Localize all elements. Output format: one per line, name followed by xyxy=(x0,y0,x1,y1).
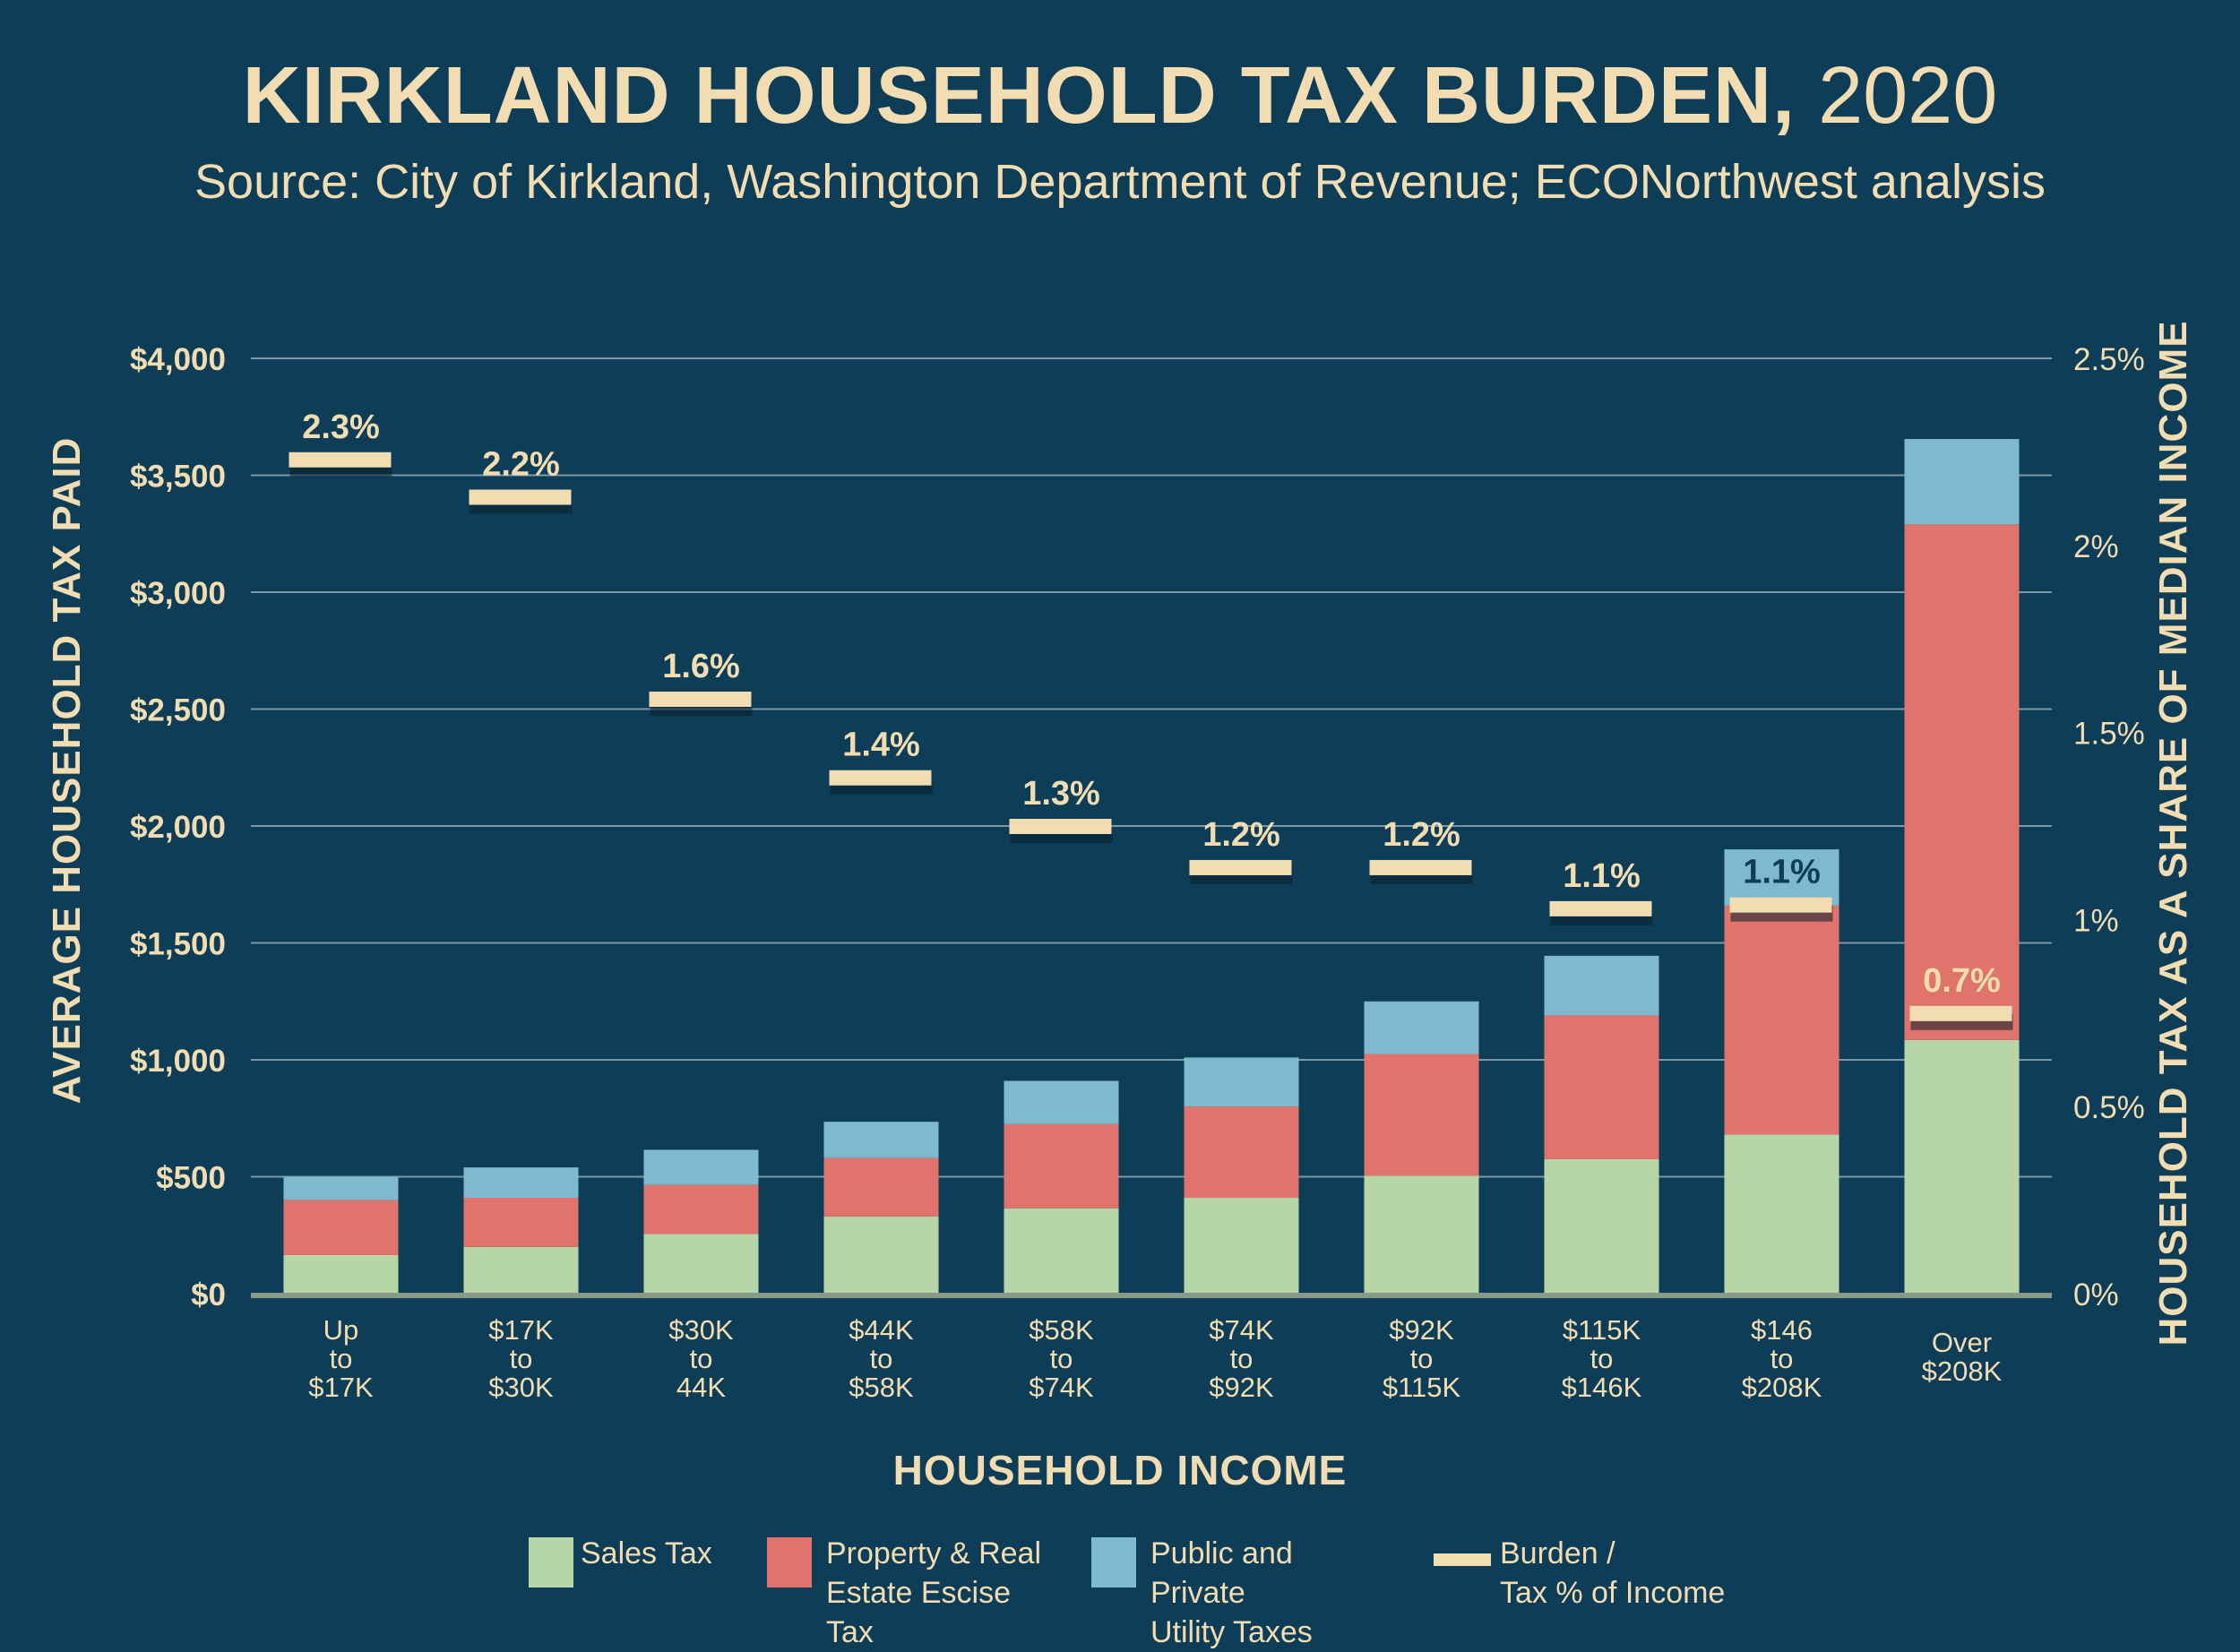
legend-label-property-tax: Property & Real Estate Escise Tax xyxy=(826,1536,1041,1649)
legend-swatch-property-tax xyxy=(767,1537,812,1587)
legend-label-burden: Burden / Tax % of Income xyxy=(1500,1536,1726,1610)
burden-label: 1.1% xyxy=(1563,857,1641,895)
x-tick-label: $58K to $74K xyxy=(1029,1314,1094,1403)
bar-property-tax xyxy=(1184,1106,1299,1198)
y2-tick-label: 0% xyxy=(2073,1278,2119,1312)
y2-tick-label: 2.5% xyxy=(2073,342,2145,377)
burden-marker xyxy=(829,770,932,786)
burden-marker xyxy=(1729,897,1832,913)
y-tick-label: $1,500 xyxy=(130,927,226,962)
burden-marker xyxy=(1009,819,1112,834)
bar-property-tax xyxy=(1364,1054,1479,1176)
burden-marker xyxy=(469,489,572,505)
bar-sales-tax xyxy=(643,1234,759,1294)
x-tick-label: $17K to $30K xyxy=(488,1314,554,1403)
x-tick-label: $146 to $208K xyxy=(1742,1314,1822,1403)
bar-utility-taxes xyxy=(463,1167,579,1198)
bar-property-tax xyxy=(1544,1015,1659,1159)
y-tick-label: $2,000 xyxy=(130,810,226,845)
burden-marker xyxy=(289,452,392,468)
bar-sales-tax xyxy=(1184,1197,1299,1294)
legend-item-sales-tax: Sales Tax xyxy=(529,1534,744,1632)
x-tick-label: $92K to $115K xyxy=(1383,1314,1461,1403)
y-tick-label: $2,500 xyxy=(130,693,226,728)
bar-utility-taxes xyxy=(1184,1057,1299,1107)
x-tick-label: $30K to 44K xyxy=(668,1314,734,1403)
bar-sales-tax xyxy=(1004,1208,1119,1294)
y-tick-label: $4,000 xyxy=(130,342,226,377)
y-axis-title: AVERAGE HOUSEHOLD TAX PAID xyxy=(45,436,89,1105)
burden-label: 1.2% xyxy=(1383,816,1460,854)
burden-marker xyxy=(1909,1005,2012,1021)
x-tick-label: Over $208K xyxy=(1922,1327,2003,1387)
y2-tick-label: 1.5% xyxy=(2073,717,2145,752)
burden-marker xyxy=(1189,859,1292,875)
burden-label: 0.7% xyxy=(1923,962,2001,1000)
bar-property-tax xyxy=(1004,1123,1119,1209)
bar-utility-taxes xyxy=(1724,849,1839,906)
legend-label-utility-taxes: Public and Private Utility Taxes xyxy=(1150,1536,1313,1649)
bar-property-tax xyxy=(643,1184,759,1235)
bar-sales-tax xyxy=(283,1254,399,1294)
bar-sales-tax xyxy=(823,1216,939,1294)
burden-marker xyxy=(1369,859,1472,875)
y-tick-label: $3,500 xyxy=(130,460,226,495)
burden-label: 1.4% xyxy=(842,727,920,764)
burden-label: 1.3% xyxy=(1022,775,1100,813)
legend-swatch-burden xyxy=(1434,1553,1491,1566)
bar-utility-taxes xyxy=(823,1122,939,1158)
bar-property-tax xyxy=(283,1200,399,1255)
x-tick-label: $115K to $146K xyxy=(1562,1314,1642,1403)
bar-sales-tax xyxy=(463,1246,579,1294)
bar-property-tax xyxy=(823,1157,939,1217)
y-tick-label: $500 xyxy=(156,1161,226,1196)
y2-tick-label: 2% xyxy=(2073,529,2119,564)
bar-utility-taxes xyxy=(283,1176,399,1200)
bar-sales-tax xyxy=(1364,1175,1479,1294)
y2-tick-label: 1% xyxy=(2073,903,2119,938)
burden-label: 1.6% xyxy=(662,648,740,685)
bar-sales-tax xyxy=(1724,1134,1839,1294)
bar-sales-tax xyxy=(1544,1158,1659,1294)
burden-label: 1.2% xyxy=(1202,816,1280,854)
y2-tick-label: 0.5% xyxy=(2073,1090,2145,1125)
chart-title-main: KIRKLAND HOUSEHOLD TAX BURDEN, xyxy=(242,51,1796,141)
bar-sales-tax xyxy=(1904,1039,2020,1294)
bar-property-tax xyxy=(1904,524,2020,1040)
burden-marker xyxy=(1549,900,1652,916)
legend-swatch-utility-taxes xyxy=(1091,1537,1136,1587)
bar-utility-taxes xyxy=(1004,1080,1119,1124)
bar-utility-taxes xyxy=(1364,1001,1479,1054)
burden-label: 2.3% xyxy=(302,409,380,446)
legend-label-sales-tax: Sales Tax xyxy=(581,1536,712,1570)
legend-item-utility-taxes: Public and Private Utility Taxes xyxy=(1091,1534,1378,1649)
bar-property-tax xyxy=(463,1197,579,1247)
bar-property-tax xyxy=(1724,905,1839,1135)
chart-title: KIRKLAND HOUSEHOLD TAX BURDEN, 2020 xyxy=(0,47,2240,145)
bar-utility-taxes xyxy=(643,1149,759,1185)
chart-subtitle: Source: City of Kirkland, Washington Dep… xyxy=(194,155,2046,209)
burden-marker xyxy=(649,692,752,708)
x-axis-title: HOUSEHOLD INCOME xyxy=(892,1447,1348,1493)
y-tick-label: $1,000 xyxy=(130,1044,226,1079)
legend-swatch-sales-tax xyxy=(529,1537,573,1587)
legend-item-burden: Burden / Tax % of Income xyxy=(1434,1534,1738,1632)
y2-axis-title: HOUSEHOLD TAX AS A SHARE OF MEDIAN INCOM… xyxy=(2151,320,2195,1347)
y-tick-label: $0 xyxy=(191,1278,226,1312)
legend-item-property-tax: Property & Real Estate Escise Tax xyxy=(767,1534,1054,1649)
x-tick-label: $74K to $92K xyxy=(1209,1314,1274,1403)
bar-utility-taxes xyxy=(1544,955,1659,1016)
burden-label: 1.1% xyxy=(1743,854,1821,891)
chart-title-year: 2020 xyxy=(1818,51,1998,141)
y-tick-label: $3,000 xyxy=(130,576,226,611)
bar-utility-taxes xyxy=(1904,439,2020,525)
x-tick-label: Up to $17K xyxy=(308,1314,374,1403)
burden-label: 2.2% xyxy=(482,446,560,484)
x-tick-label: $44K to $58K xyxy=(849,1314,914,1403)
